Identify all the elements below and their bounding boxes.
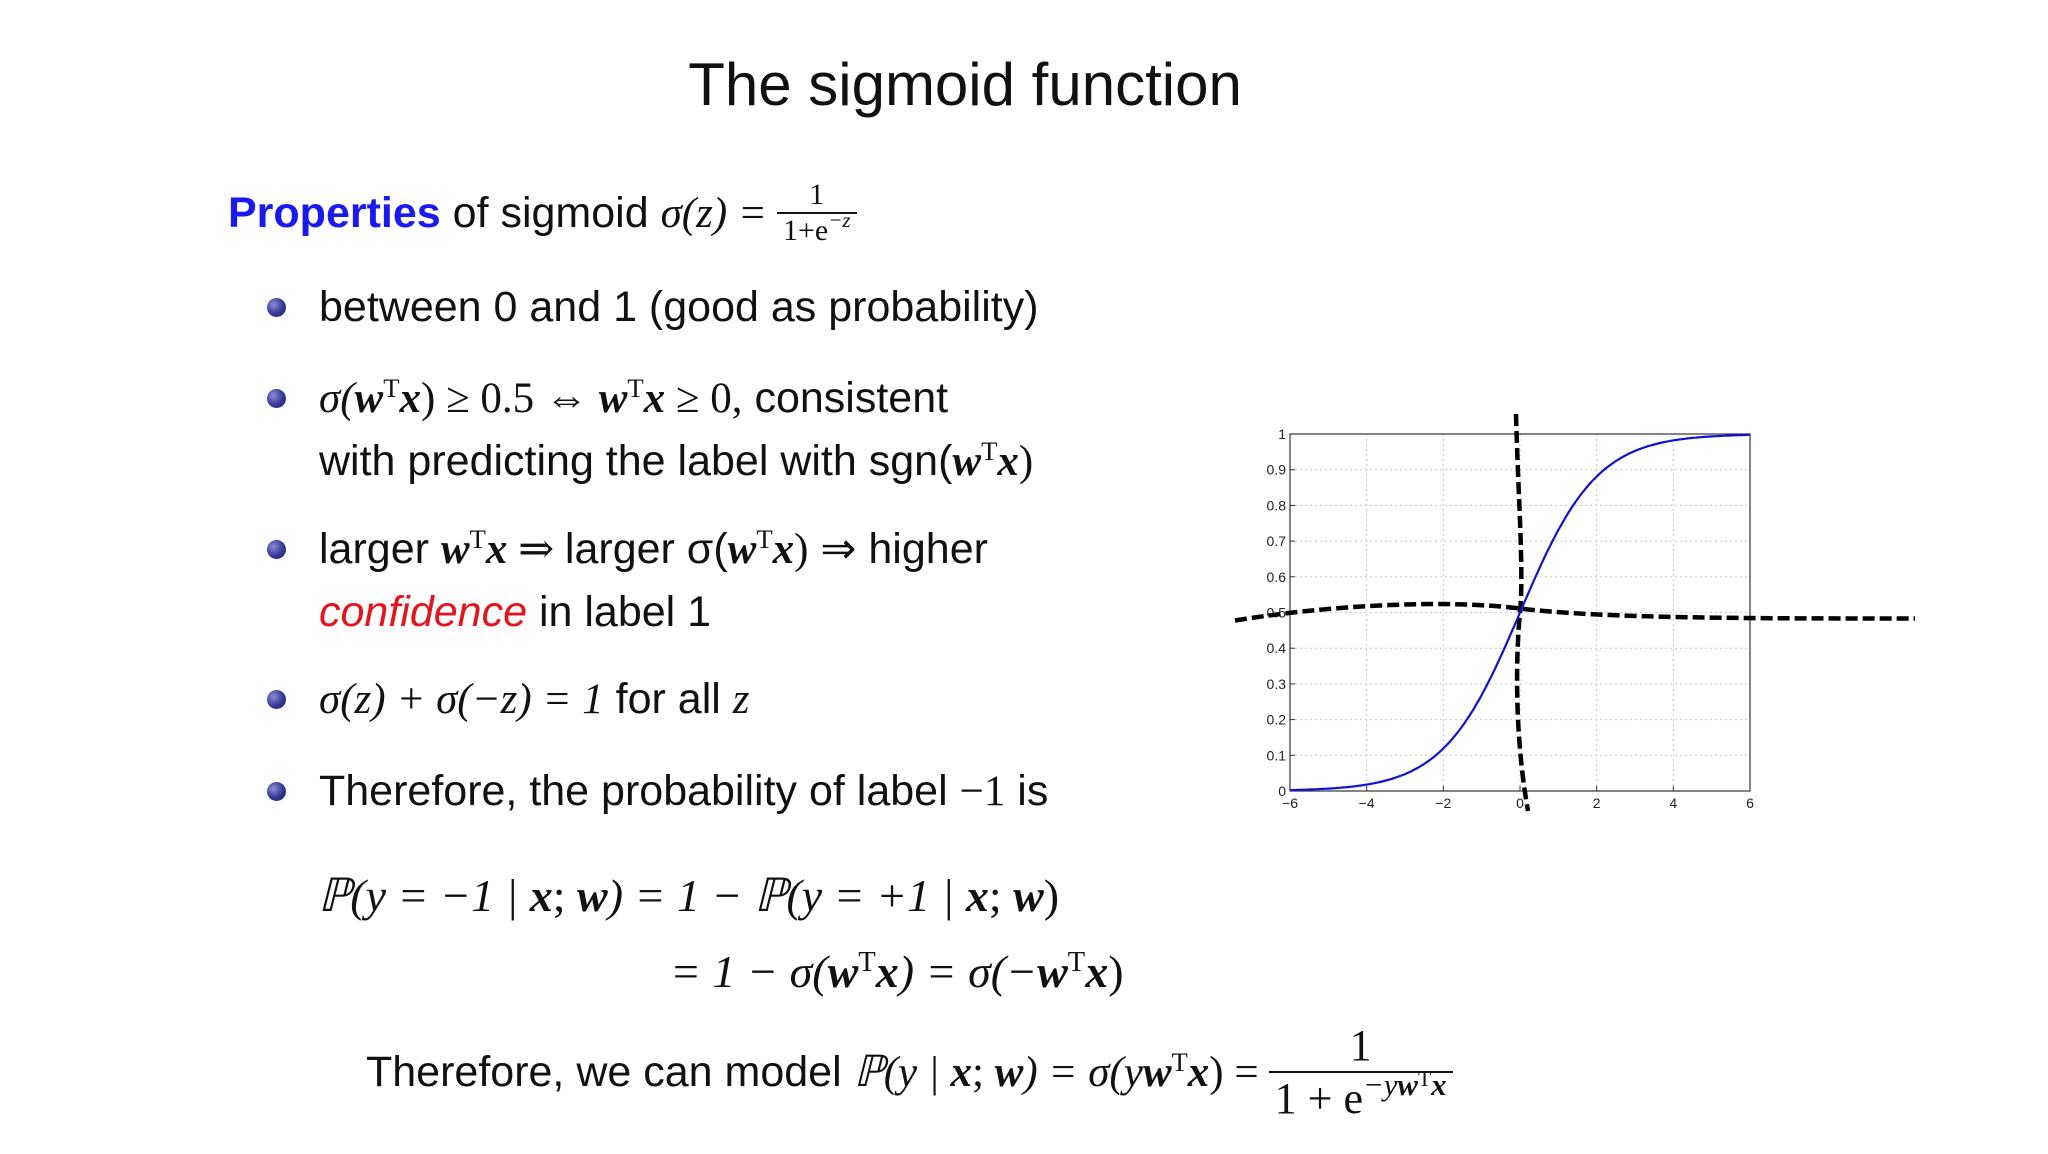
bullet-line1: σ(wTx) ≥ 0.5 ⇔ wTx ≥ 0, consistent [319, 373, 949, 422]
bullet-text: Therefore, the probability of label −1 i… [319, 767, 1049, 815]
y-tick-label: 0.6 [1267, 569, 1287, 585]
bullet-therefore: Therefore, the probability of label −1 i… [267, 762, 1049, 821]
heading-formula-lhs: σ(z) = [660, 189, 767, 237]
sigmoid-numerator: 1 [809, 178, 825, 211]
properties-heading: Properties of sigmoid σ(z) = 1 1+e−z [228, 178, 857, 248]
y-tick-label: 0.1 [1267, 747, 1287, 763]
bullet-confidence: larger wTx ⇒ larger σ(wTx) ⇒ higher conf… [267, 520, 988, 641]
y-tick-label: 0.7 [1267, 533, 1287, 549]
x-tick-label: 2 [1593, 795, 1601, 811]
slide-title: The sigmoid function [688, 51, 1242, 118]
chart-ticks: −6 −4 −2 0 2 4 600.10.20.30.40.50.60.70.80.91 [1267, 426, 1755, 811]
y-tick-label: 1 [1278, 426, 1286, 442]
dashed-horizontal-line [1234, 601, 1916, 623]
sigmoid-denominator: 1+e [782, 214, 829, 247]
bullet-threshold: σ(wTx) ≥ 0.5 ⇔ wTx ≥ 0, consistent with … [267, 369, 1034, 495]
x-tick-label: 4 [1669, 795, 1677, 811]
sigmoid-curve [1290, 433, 1750, 792]
sigmoid-chart: −6 −4 −2 0 2 4 600.10.20.30.40.50.60.70.80.91 [1234, 413, 1916, 812]
x-tick-label: 6 [1746, 795, 1754, 811]
bullet-dot-icon [267, 389, 286, 408]
bullet-symmetry: σ(z) + σ(−z) = 1 for all z [267, 670, 750, 729]
x-tick-label: 0 [1516, 795, 1524, 811]
heading-text: of sigmoid [452, 188, 649, 237]
bullet-dot-icon [267, 298, 286, 317]
x-tick-label: −6 [1282, 795, 1298, 811]
bullet-line2: confidence in label 1 [319, 588, 712, 636]
y-tick-label: 0.2 [1267, 712, 1287, 728]
confidence-emphasis: confidence [319, 588, 527, 636]
bullet-line2: with predicting the label with sgn(wTx) [319, 436, 1034, 485]
bullet-dot-icon [267, 782, 286, 801]
y-tick-label: 0.9 [1267, 462, 1287, 478]
y-tick-label: 0.4 [1267, 640, 1287, 656]
equation-line-2: = 1 − σ(wTx) = σ(−wTx) [670, 946, 1124, 997]
final-model-line: Therefore, we can model ℙ(y | x; w) = σ(… [366, 1020, 1453, 1124]
equation-line-1: ℙ(y = −1 | x; w) = 1 − ℙ(y = +1 | x; w) [318, 870, 1060, 921]
bullet-range: between 0 and 1 (good as probability) [267, 278, 1039, 336]
model-fraction: 1 1 + e−ywTx [1268, 1020, 1453, 1124]
bullet-text: σ(z) + σ(−z) = 1 for all z [319, 675, 750, 723]
y-tick-label: 0 [1278, 783, 1286, 799]
bullet-dot-icon [267, 690, 286, 709]
x-tick-label: −2 [1435, 795, 1451, 811]
y-tick-label: 0.8 [1267, 497, 1287, 513]
properties-keyword: Properties [228, 188, 441, 237]
x-tick-label: −4 [1359, 795, 1375, 811]
sigmoid-denominator-exp: −z [828, 208, 851, 233]
sigmoid-fraction: 1 1+e−z [776, 178, 857, 248]
bullet-text: between 0 and 1 (good as probability) [319, 283, 1039, 331]
bullet-line1: larger wTx ⇒ larger σ(wTx) ⇒ higher [319, 524, 988, 573]
y-tick-label: 0.3 [1267, 676, 1287, 692]
bullet-dot-icon [267, 540, 286, 559]
